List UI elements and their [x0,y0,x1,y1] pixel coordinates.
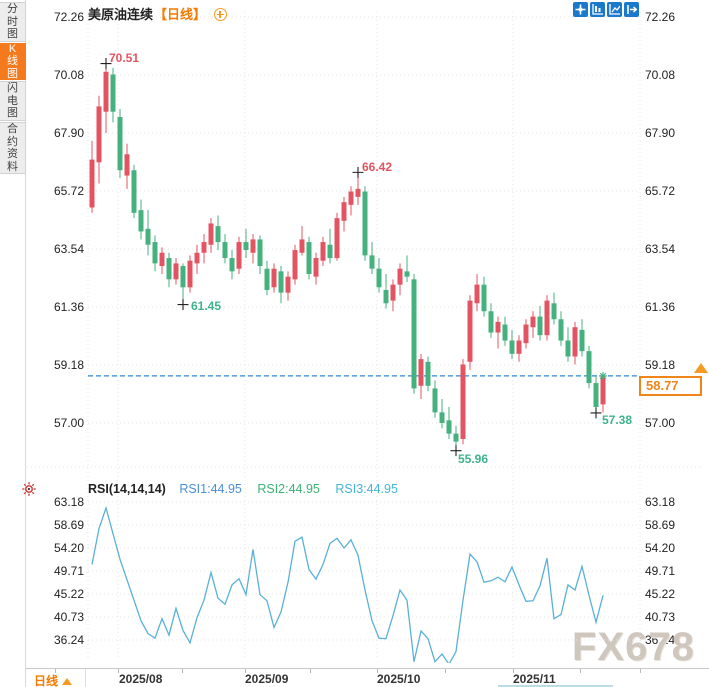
x-axis-tick [55,669,56,673]
rsi1-value: RSI1:44.95 [179,482,242,496]
rsi-function-label: RSI(14,14,14) [88,482,166,496]
x-axis-tick [182,669,183,673]
right-axis-tick-label: 54.20 [645,541,676,555]
circle-plus-icon[interactable] [213,8,227,21]
left-axis-tick-label: 63.18 [53,495,84,509]
indicator-settings-icon[interactable] [21,481,37,497]
left-axis-tick-label: 72.26 [53,10,84,24]
right-axis-tick-label: 49.71 [645,564,676,578]
sidebar-tab-label: 闪电图 [7,82,18,120]
left-axis-tick-label: 63.54 [53,242,84,256]
exit-fullscreen-icon[interactable] [624,2,639,17]
x-axis-tick [513,669,514,673]
swing-high-label: 66.42 [362,160,393,174]
sidebar-tab-contract-info[interactable]: 合约资料 [0,122,26,174]
x-axis-tick [445,669,446,673]
sidebar-tab-timeline[interactable]: 分时图 [0,2,26,42]
x-axis-month-label: 2025/11 [513,672,556,686]
chart-title: 美原油连续【日线】 [88,4,227,23]
sidebar-tab-label: 分时图 [7,3,18,41]
high-price-label: 70.51 [109,51,140,65]
right-axis-tick-label: 63.18 [645,495,676,509]
left-axis-tick-label: 67.90 [53,126,84,140]
axis-bar-divider [85,669,86,687]
price-up-arrow-icon [694,363,708,373]
right-axis-tick-label: 59.18 [645,358,676,372]
left-axis-tick-label: 70.08 [53,68,84,82]
left-axis-tick-label: 57.00 [53,416,84,430]
left-axis-tick-label: 65.72 [53,184,84,198]
sidebar-tab-label: 合约资料 [7,123,18,173]
left-axis-tick-label: 40.73 [53,610,84,624]
sidebar-tab-lightning[interactable]: 闪电图 [0,81,26,121]
instrument-name: 美原油连续 [88,7,154,22]
right-axis-tick-label: 58.69 [645,518,676,532]
right-axis-tick-label: 70.08 [645,68,676,82]
x-axis-bar: 日线 2025/08 2025/09 2025/10 2025/11 [26,668,709,687]
left-axis-tick-label: 54.20 [53,541,84,555]
recent-low-label: 57.38 [602,413,633,427]
right-axis-tick-label: 72.26 [645,10,676,24]
x-axis-tick [377,669,378,673]
period-tag: 【日线】 [154,7,207,22]
bottom-low-label: 55.96 [458,452,489,466]
sidebar-tab-kline[interactable]: K线图 [0,43,26,80]
rsi3-value: RSI3:44.95 [335,482,398,496]
fit-horizontal-axis-icon[interactable] [607,2,622,17]
period-dropdown-label: 日线 [34,674,59,687]
right-axis-tick-label: 65.72 [645,184,676,198]
x-axis-tick [310,669,311,673]
right-axis-tick-label: 61.36 [645,300,676,314]
right-axis-tick-label: 45.22 [645,587,676,601]
move-icon[interactable] [573,2,588,17]
rsi-indicator-header: RSI(14,14,14) RSI1:44.95 RSI2:44.95 RSI3… [88,482,398,496]
left-axis-tick-label: 49.71 [53,564,84,578]
sidebar: 分时图 K线图 闪电图 合约资料 [0,0,26,687]
left-axis-tick-label: 61.36 [53,300,84,314]
left-axis-tick-label: 45.22 [53,587,84,601]
right-price-axis: 72.26 70.08 67.90 65.72 63.54 61.36 59.18 57.00… [645,0,700,687]
x-axis-tick [118,669,119,673]
right-axis-tick-label: 40.73 [645,610,676,624]
chart-canvas[interactable] [27,0,709,668]
swing-low-label: 61.45 [191,299,222,313]
x-axis-month-label: 2025/08 [119,672,163,686]
period-dropdown[interactable]: 日线 [34,672,73,687]
rsi2-value: RSI2:44.95 [257,482,320,496]
current-price-tag: 58.77 [639,376,702,396]
right-axis-tick-label: 57.00 [645,416,676,430]
left-axis-tick-label: 59.18 [53,358,84,372]
x-axis-tick [580,669,581,673]
dropdown-up-triangle-icon [62,678,73,685]
fit-vertical-axis-icon[interactable] [590,2,605,17]
x-axis-month-label: 2025/10 [377,672,421,686]
x-axis-tick [640,669,641,673]
right-axis-tick-label: 67.90 [645,126,676,140]
left-price-axis: 72.26 70.08 67.90 65.72 63.54 61.36 59.18 57.00… [38,0,84,687]
x-axis-tick [245,669,246,673]
right-axis-tick-label: 63.54 [645,242,676,256]
left-axis-tick-label: 58.69 [53,518,84,532]
left-axis-tick-label: 36.24 [53,633,84,647]
right-axis-tick-label: 36.24 [645,633,676,647]
scroll-indicator[interactable] [498,685,613,687]
sidebar-tab-label: K线图 [7,42,18,80]
x-axis-month-label: 2025/09 [245,672,289,686]
chart-toolbar [573,2,639,17]
